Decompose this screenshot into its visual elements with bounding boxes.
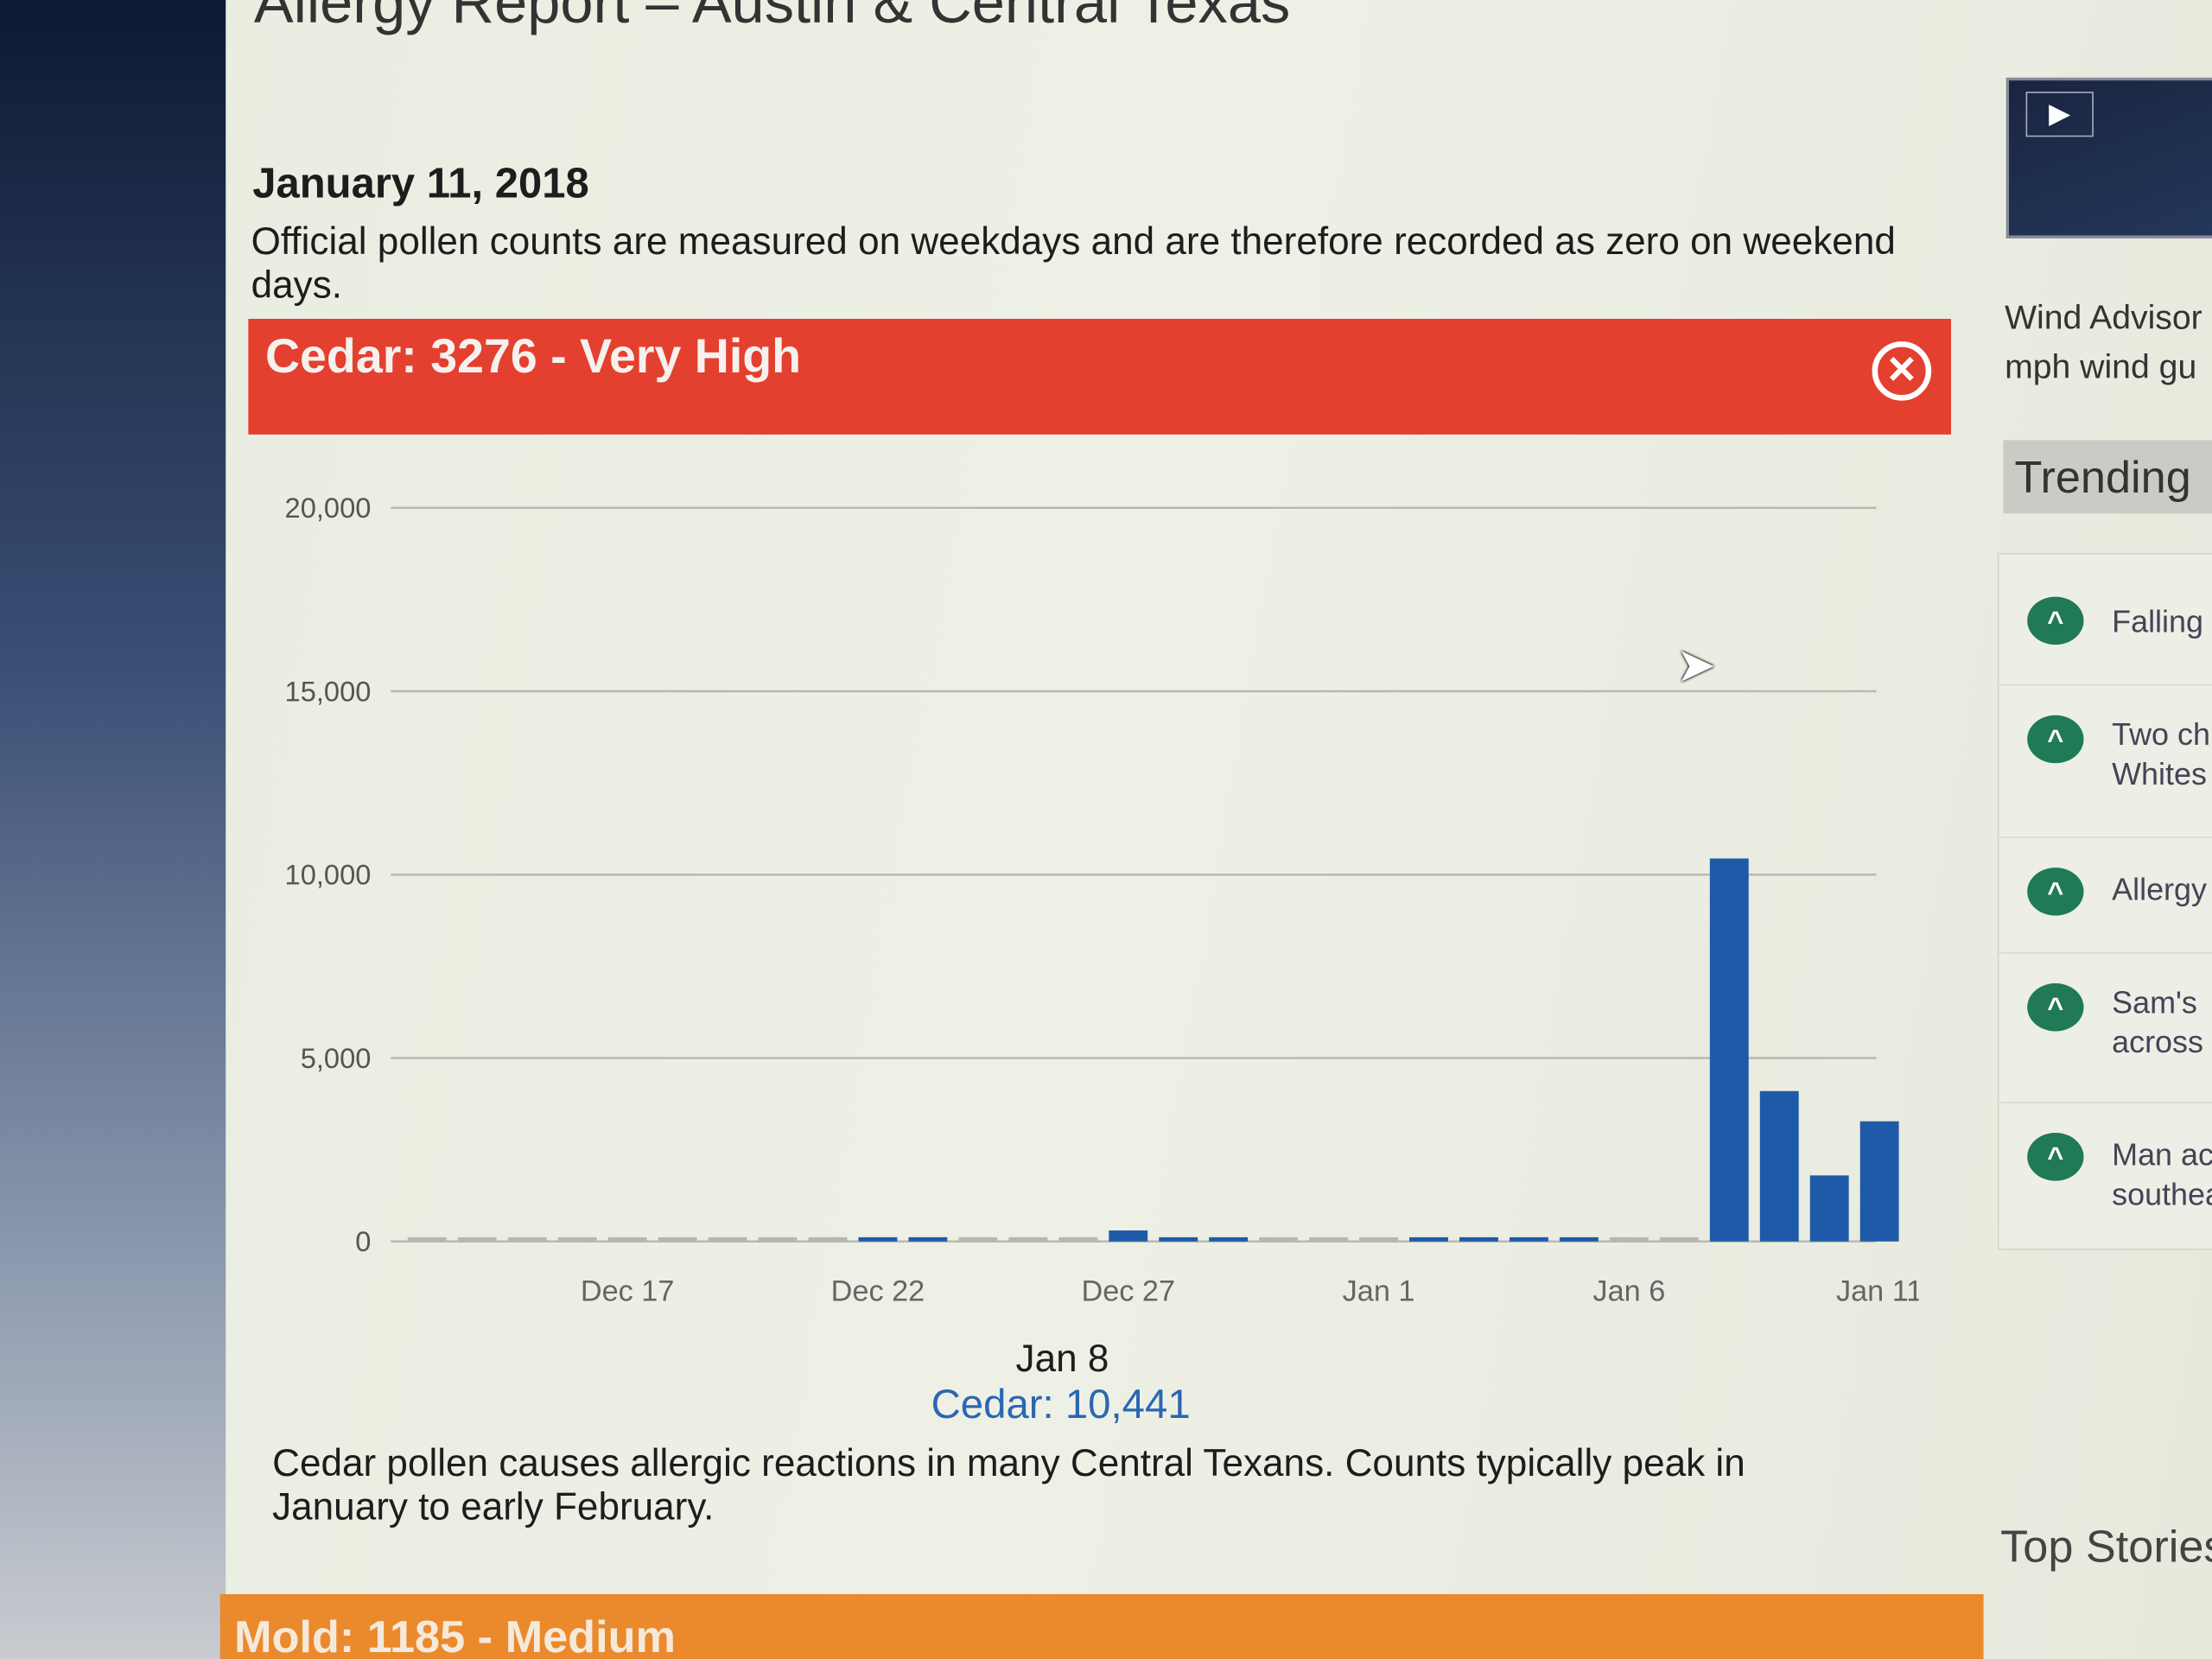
bar [1409, 1236, 1448, 1242]
bar [1709, 858, 1749, 1242]
tooltip-value: Cedar: 10,441 [931, 1382, 1191, 1428]
chevron-up-icon: ^ [2027, 982, 2084, 1032]
wind-line: Wind Advisor [2005, 299, 2202, 338]
bar [758, 1236, 798, 1242]
report-date: January 11, 2018 [252, 161, 589, 208]
page-title: Allergy Report – Austin & Central Texas [253, 0, 1291, 35]
chevron-up-icon: ^ [2027, 1133, 2084, 1181]
trending-text: Whites [2112, 756, 2207, 791]
bar [1309, 1236, 1349, 1242]
cedar-banner: Cedar: 3276 - Very High × [248, 318, 1952, 435]
video-thumbnail[interactable]: ▶ [2005, 77, 2212, 238]
mouse-cursor-icon: ➤ [1675, 639, 1717, 693]
x-tick-label: Jan 11 [1836, 1274, 1918, 1307]
bar [858, 1236, 898, 1242]
x-tick-label: Dec 17 [581, 1274, 675, 1307]
x-tick-label: Jan 6 [1592, 1274, 1665, 1307]
x-tick-label: Dec 22 [831, 1274, 925, 1307]
y-tick-label: 0 [355, 1225, 371, 1257]
bar [708, 1236, 747, 1242]
pollen-note: Official pollen counts are measured on w… [251, 219, 1896, 307]
trending-text: Sam's [2112, 984, 2197, 1020]
trending-header: Trending [2003, 440, 2212, 514]
trending-text: Allergy [2112, 872, 2207, 907]
y-tick-label: 10,000 [285, 859, 372, 891]
y-tick-label: 20,000 [285, 492, 372, 524]
bar [958, 1236, 998, 1242]
cedar-chart: 0 5,000 10,000 15,000 20,000 Dec 17 Dec 22 Dec … [285, 492, 1919, 1307]
bar [1459, 1236, 1498, 1242]
chevron-up-icon: ^ [2027, 596, 2084, 645]
trending-text: across [2112, 1024, 2203, 1060]
y-tick-label: 15,000 [285, 675, 372, 707]
bar [407, 1236, 447, 1242]
trending-item[interactable]: ^ Man ac southea [1999, 1102, 2212, 1249]
wind-line: mph wind gu [2005, 348, 2197, 387]
x-tick-label: Dec 27 [1081, 1274, 1175, 1307]
cedar-description: Cedar pollen causes allergic reactions i… [272, 1441, 1745, 1529]
trending-item[interactable]: ^ Falling [1999, 555, 2212, 686]
bar [1759, 1090, 1799, 1242]
trending-text: Man ac [2112, 1136, 2212, 1173]
bar [908, 1236, 948, 1242]
bar [1259, 1236, 1299, 1242]
bar [1809, 1175, 1849, 1242]
y-tick-label: 5,000 [301, 1042, 372, 1074]
bar [457, 1236, 497, 1242]
tooltip-date: Jan 8 [1015, 1337, 1109, 1380]
bar [808, 1236, 848, 1242]
chevron-up-icon: ^ [2027, 868, 2084, 916]
bar [658, 1236, 697, 1242]
bar [1159, 1236, 1198, 1242]
bar [1659, 1236, 1699, 1242]
wind-advisory-link[interactable]: Wind Advisor mph wind gu [2005, 294, 2202, 392]
bar [1109, 1230, 1148, 1242]
trending-item[interactable]: ^ Two ch Whites [1999, 684, 2212, 838]
bar [507, 1236, 547, 1242]
monitor-bezel [0, 0, 226, 1659]
trending-text: southea [2112, 1176, 2212, 1212]
trending-list: ^ Falling ^ Two ch Whites ^ Allergy ^ Sam's ac… [1997, 553, 2212, 1250]
trending-text: Two ch [2112, 716, 2210, 753]
bar [1609, 1236, 1649, 1242]
bar [1509, 1236, 1548, 1242]
bar [1859, 1121, 1899, 1242]
top-stories-header: Top Stories [2000, 1521, 2212, 1572]
bar [607, 1236, 647, 1242]
play-icon[interactable]: ▶ [2025, 92, 2094, 137]
bar [1209, 1236, 1249, 1242]
bar [1559, 1236, 1599, 1242]
chevron-up-icon: ^ [2027, 715, 2084, 764]
bar [557, 1236, 597, 1242]
trending-item[interactable]: ^ Sam's across [1999, 952, 2212, 1103]
x-tick-label: Jan 1 [1343, 1274, 1415, 1307]
circle-x-icon[interactable]: × [1872, 341, 1932, 401]
mold-banner-text: Mold: 1185 - Medium [234, 1611, 676, 1659]
trending-text: Falling [2112, 603, 2203, 639]
bar [1058, 1236, 1098, 1242]
mold-banner: Mold: 1185 - Medium [219, 1593, 1984, 1659]
trending-title: Trending [2014, 451, 2191, 503]
cedar-banner-text: Cedar: 3276 - Very High [264, 330, 802, 385]
bar [1359, 1236, 1399, 1242]
trending-item[interactable]: ^ Allergy [1999, 836, 2212, 954]
bar [1008, 1236, 1048, 1242]
